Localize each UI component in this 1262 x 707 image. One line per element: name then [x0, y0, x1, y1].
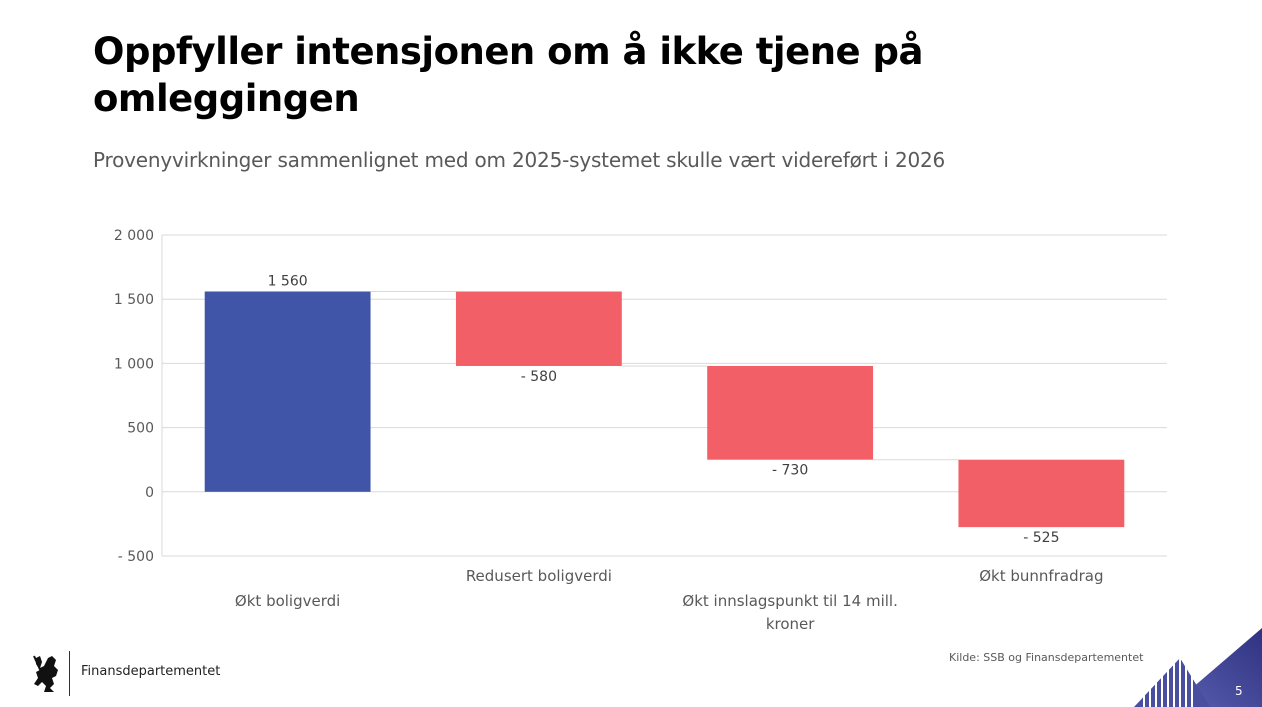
- y-tick-label: 1 500: [114, 292, 154, 308]
- slide-subtitle: Provenyvirkninger sammenlignet med om 20…: [93, 148, 946, 172]
- y-axis-ticks: 2 000 1 500 1 000 500 0 - 500: [114, 228, 154, 565]
- bar: [958, 459, 1125, 528]
- y-tick-label: 1 000: [114, 356, 154, 372]
- page-number: 5: [1235, 684, 1243, 698]
- y-tick-label: - 500: [118, 549, 154, 565]
- data-labels: 1 560 - 580 - 730 - 525: [268, 273, 1060, 546]
- source-note: Kilde: SSB og Finansdepartementet: [949, 651, 1144, 664]
- category-label: Økt bunnfradrag: [979, 567, 1103, 585]
- category-label: Økt innslagspunkt til 14 mill.: [682, 592, 897, 610]
- bar: [204, 291, 371, 492]
- y-tick-label: 2 000: [114, 228, 154, 244]
- bar: [707, 365, 874, 460]
- department-name: Finansdepartementet: [81, 664, 221, 679]
- y-tick-label: 500: [127, 421, 154, 437]
- norwegian-lion-coat-of-arms-icon: [30, 654, 64, 694]
- corner-decoration-icon: [1134, 628, 1262, 707]
- category-label: Redusert boligverdi: [466, 567, 612, 585]
- connector-lines: [370, 290, 959, 461]
- footer-divider: [69, 651, 70, 696]
- category-labels: Økt boligverdi Redusert boligverdi Økt inn…: [235, 567, 1104, 633]
- data-label: - 580: [521, 369, 557, 385]
- data-label: - 730: [772, 463, 808, 479]
- bar: [455, 291, 622, 366]
- category-label: kroner: [766, 615, 815, 633]
- slide-title: Oppfyller intensjonen om å ikke tjene på…: [93, 30, 923, 120]
- data-label: 1 560: [268, 273, 308, 289]
- y-tick-label: 0: [145, 485, 154, 501]
- category-label: Økt boligverdi: [235, 592, 340, 610]
- data-label: - 525: [1023, 530, 1059, 546]
- bars: [204, 291, 1125, 528]
